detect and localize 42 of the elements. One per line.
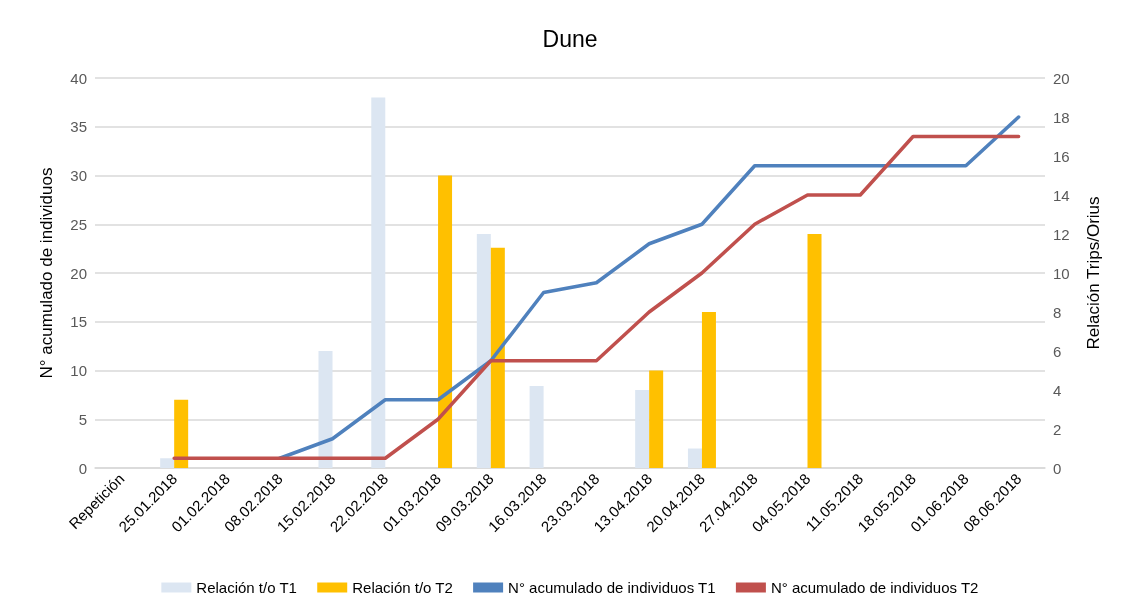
bar (490, 247, 505, 468)
line-series (172, 134, 1021, 460)
y-axis-title: N° acumulado de individuos (37, 167, 56, 379)
bar (649, 370, 664, 468)
y2-tick-label: 12 (1053, 225, 1070, 243)
y2-tick-label: 10 (1053, 264, 1070, 282)
legend-label: N° acumulado de individuos T2 (770, 579, 979, 596)
y2-tick-label: 0 (1053, 459, 1062, 477)
bar (807, 234, 822, 468)
y-tick-label: 25 (70, 215, 87, 233)
y2-tick-label: 20 (1053, 69, 1070, 87)
y-tick-label: 35 (70, 118, 87, 136)
bar (160, 458, 175, 468)
y2-tick-label: 6 (1053, 342, 1062, 360)
bar (635, 390, 650, 468)
bar (318, 351, 333, 468)
y-tick-label: 5 (78, 410, 87, 428)
bar (174, 399, 189, 468)
y-tick-label: 30 (70, 167, 87, 184)
y2-tick-label: 16 (1053, 147, 1070, 165)
y-tick-label: 40 (70, 69, 87, 87)
bar (476, 234, 491, 468)
y-tick-label: 0 (78, 459, 87, 477)
y2-tick-label: 14 (1053, 186, 1070, 204)
bar (438, 175, 453, 468)
line-series (277, 115, 1021, 460)
legend-label: Relación t/o T1 (196, 579, 297, 596)
y2-tick-label: 4 (1053, 381, 1062, 399)
y2-tick-label: 2 (1053, 420, 1062, 438)
y-tick-label: 15 (70, 313, 87, 331)
bar (529, 386, 544, 468)
bar (701, 312, 716, 468)
legend-label: N° acumulado de individuos T1 (508, 579, 716, 596)
bar (371, 97, 386, 468)
y2-tick-label: 18 (1053, 108, 1070, 126)
legend-label: Relación t/o T2 (352, 579, 453, 596)
y2-axis-title: Relación Trips/Orius (1084, 196, 1103, 350)
y-tick-label: 20 (70, 264, 87, 282)
y2-tick-label: 8 (1053, 303, 1062, 321)
bar (687, 448, 702, 468)
y-tick-label: 10 (70, 362, 87, 379)
chart-title: Dune (542, 25, 598, 52)
